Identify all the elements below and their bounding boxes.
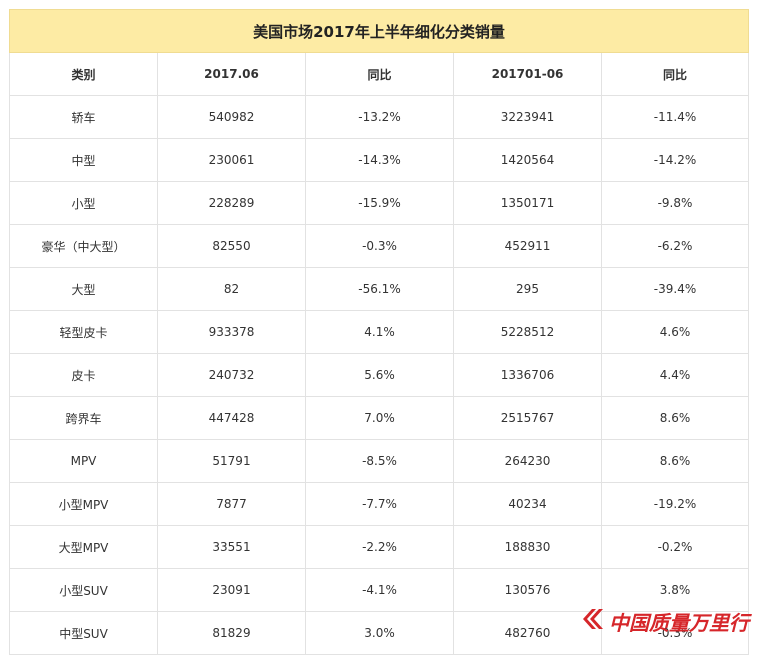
- cell-h1-yoy: -19.2%: [600, 482, 750, 526]
- cell-category: MPV: [9, 439, 158, 483]
- cell-category: 轿车: [9, 95, 158, 139]
- cell-june-sales: 447428: [157, 396, 306, 440]
- header-june-yoy: 同比: [305, 52, 454, 96]
- cell-june-yoy: -0.3%: [305, 224, 454, 268]
- cell-category: 中型SUV: [9, 611, 158, 655]
- cell-category: 轻型皮卡: [9, 310, 158, 354]
- cell-category: 中型: [9, 138, 158, 182]
- table-row: 中型SUV 81829 3.0% 482760 -0.3%: [9, 611, 750, 655]
- cell-h1-sales: 40234: [453, 482, 602, 526]
- cell-category: 小型MPV: [9, 482, 158, 526]
- table-row: 小型MPV 7877 -7.7% 40234 -19.2%: [9, 482, 750, 526]
- cell-h1-sales: 295: [453, 267, 602, 311]
- table-row: 跨界车 447428 7.0% 2515767 8.6%: [9, 396, 750, 440]
- cell-h1-sales: 5228512: [453, 310, 602, 354]
- cell-june-yoy: -4.1%: [305, 568, 454, 612]
- cell-june-sales: 240732: [157, 353, 306, 397]
- cell-june-yoy: 3.0%: [305, 611, 454, 655]
- sales-table: 美国市场2017年上半年细化分类销量 类别 2017.06 同比 201701-…: [8, 9, 750, 655]
- cell-june-sales: 33551: [157, 525, 306, 569]
- watermark-text: 中国质量万里行: [609, 610, 749, 635]
- cell-june-yoy: -14.3%: [305, 138, 454, 182]
- cell-h1-sales: 482760: [453, 611, 602, 655]
- table-row: 皮卡 240732 5.6% 1336706 4.4%: [9, 353, 750, 397]
- sales-table-container: 美国市场2017年上半年细化分类销量 类别 2017.06 同比 201701-…: [8, 9, 750, 655]
- table-header-row: 类别 2017.06 同比 201701-06 同比: [9, 52, 750, 96]
- table-row: 中型 230061 -14.3% 1420564 -14.2%: [9, 138, 750, 182]
- cell-june-sales: 82550: [157, 224, 306, 268]
- cell-category: 小型: [9, 181, 158, 225]
- cell-june-sales: 230061: [157, 138, 306, 182]
- cell-h1-yoy: -11.4%: [600, 95, 750, 139]
- cell-h1-yoy: -39.4%: [600, 267, 750, 311]
- cell-h1-sales: 188830: [453, 525, 602, 569]
- header-h1: 201701-06: [453, 52, 602, 96]
- cell-category: 跨界车: [9, 396, 158, 440]
- table-row: 小型 228289 -15.9% 1350171 -9.8%: [9, 181, 750, 225]
- cell-june-sales: 228289: [157, 181, 306, 225]
- cell-h1-yoy: -14.2%: [600, 138, 750, 182]
- header-h1-yoy: 同比: [600, 52, 750, 96]
- cell-h1-sales: 1350171: [453, 181, 602, 225]
- cell-h1-yoy: 3.8%: [600, 568, 750, 612]
- cell-june-yoy: 5.6%: [305, 353, 454, 397]
- cell-h1-yoy: 8.6%: [600, 396, 750, 440]
- cell-h1-sales: 1336706: [453, 353, 602, 397]
- cell-june-yoy: 4.1%: [305, 310, 454, 354]
- cell-june-sales: 81829: [157, 611, 306, 655]
- cell-h1-yoy: 4.4%: [600, 353, 750, 397]
- cell-h1-yoy: 4.6%: [600, 310, 750, 354]
- cell-june-sales: 7877: [157, 482, 306, 526]
- header-june: 2017.06: [157, 52, 306, 96]
- header-category: 类别: [9, 52, 158, 96]
- table-title-row: 美国市场2017年上半年细化分类销量: [8, 9, 750, 53]
- cell-june-sales: 933378: [157, 310, 306, 354]
- cell-category: 豪华（中大型）: [9, 224, 158, 268]
- table-row: MPV 51791 -8.5% 264230 8.6%: [9, 439, 750, 483]
- cell-h1-sales: 3223941: [453, 95, 602, 139]
- cell-category: 皮卡: [9, 353, 158, 397]
- cell-h1-sales: 2515767: [453, 396, 602, 440]
- cell-h1-sales: 130576: [453, 568, 602, 612]
- cell-h1-yoy: -0.3%: [600, 611, 750, 655]
- cell-h1-yoy: -6.2%: [600, 224, 750, 268]
- cell-june-yoy: -56.1%: [305, 267, 454, 311]
- cell-june-sales: 51791: [157, 439, 306, 483]
- table-title: 美国市场2017年上半年细化分类销量: [8, 9, 750, 53]
- cell-h1-yoy: -9.8%: [600, 181, 750, 225]
- cell-category: 大型MPV: [9, 525, 158, 569]
- cell-june-sales: 23091: [157, 568, 306, 612]
- cell-h1-sales: 1420564: [453, 138, 602, 182]
- cell-h1-yoy: 8.6%: [600, 439, 750, 483]
- cell-june-yoy: -15.9%: [305, 181, 454, 225]
- cell-category: 大型: [9, 267, 158, 311]
- cell-h1-sales: 452911: [453, 224, 602, 268]
- table-row: 轿车 540982 -13.2% 3223941 -11.4%: [9, 95, 750, 139]
- table-row: 大型MPV 33551 -2.2% 188830 -0.2%: [9, 525, 750, 569]
- table-row: 豪华（中大型） 82550 -0.3% 452911 -6.2%: [9, 224, 750, 268]
- watermark: 中国质量万里行: [579, 606, 749, 636]
- table-row: 小型SUV 23091 -4.1% 130576 3.8%: [9, 568, 750, 612]
- chevron-logo-icon: [579, 606, 605, 636]
- cell-category: 小型SUV: [9, 568, 158, 612]
- cell-june-sales: 540982: [157, 95, 306, 139]
- cell-h1-sales: 264230: [453, 439, 602, 483]
- table-row: 大型 82 -56.1% 295 -39.4%: [9, 267, 750, 311]
- cell-june-yoy: -8.5%: [305, 439, 454, 483]
- cell-june-yoy: 7.0%: [305, 396, 454, 440]
- cell-h1-yoy: -0.2%: [600, 525, 750, 569]
- cell-june-yoy: -2.2%: [305, 525, 454, 569]
- table-row: 轻型皮卡 933378 4.1% 5228512 4.6%: [9, 310, 750, 354]
- cell-june-sales: 82: [157, 267, 306, 311]
- cell-june-yoy: -7.7%: [305, 482, 454, 526]
- cell-june-yoy: -13.2%: [305, 95, 454, 139]
